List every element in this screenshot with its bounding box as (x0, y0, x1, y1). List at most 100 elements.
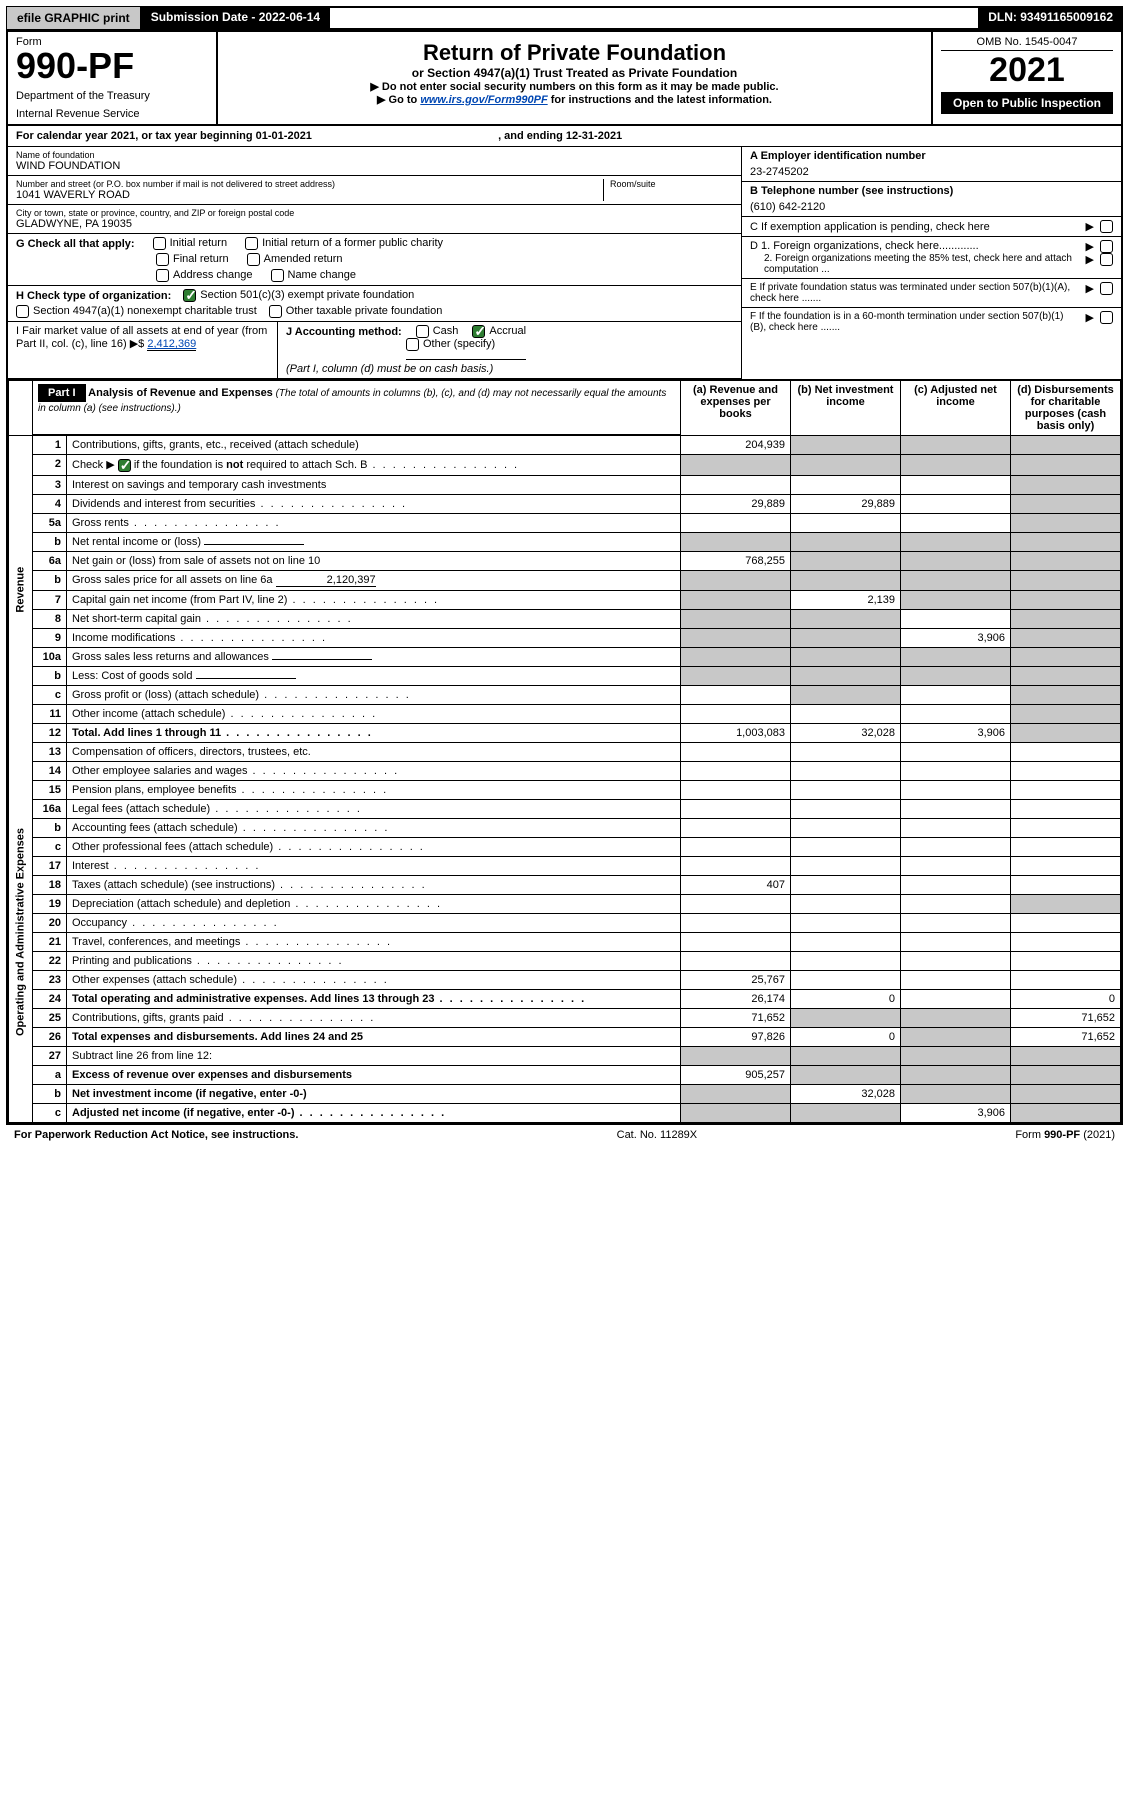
cell-d (1011, 761, 1121, 780)
f-checkbox[interactable] (1100, 311, 1113, 324)
d2-checkbox[interactable] (1100, 253, 1113, 266)
cash-checkbox[interactable] (416, 325, 429, 338)
c-checkbox[interactable] (1100, 220, 1113, 233)
line-description: Occupancy (67, 913, 681, 932)
cell-a (681, 685, 791, 704)
address-change-checkbox[interactable] (156, 269, 169, 282)
part1-table: Part I Analysis of Revenue and Expenses … (8, 379, 1121, 1123)
j-label: J Accounting method: (286, 326, 402, 338)
cell-d (1011, 628, 1121, 647)
line-description: Total expenses and disbursements. Add li… (67, 1027, 681, 1046)
line-number: 20 (33, 913, 67, 932)
initial-pc-checkbox[interactable] (245, 237, 258, 250)
cell-d (1011, 455, 1121, 476)
4947a1-label: Section 4947(a)(1) nonexempt charitable … (33, 305, 257, 317)
table-row: 23Other expenses (attach schedule)25,767 (9, 970, 1121, 989)
line-number: 3 (33, 475, 67, 494)
form-container: Form 990-PF Department of the Treasury I… (6, 30, 1123, 1125)
instructions-link[interactable]: www.irs.gov/Form990PF (420, 94, 547, 106)
line-number: 1 (33, 436, 67, 455)
cell-b (791, 875, 901, 894)
cell-d: 71,652 (1011, 1027, 1121, 1046)
other-method-checkbox[interactable] (406, 338, 419, 351)
cell-c (901, 894, 1011, 913)
cell-a (681, 951, 791, 970)
line-description: Other professional fees (attach schedule… (67, 837, 681, 856)
cell-d: 71,652 (1011, 1008, 1121, 1027)
line-number: 27 (33, 1046, 67, 1065)
name-change-checkbox[interactable] (271, 269, 284, 282)
line-number: 6a (33, 551, 67, 570)
address-label: Number and street (or P.O. box number if… (16, 179, 603, 189)
cell-a (681, 609, 791, 628)
cell-c (901, 590, 1011, 609)
501c3-checkbox[interactable] (183, 289, 196, 302)
cell-b (791, 1103, 901, 1122)
line-number: 4 (33, 494, 67, 513)
address-change-label: Address change (173, 269, 253, 281)
cell-a (681, 761, 791, 780)
line-description: Interest on savings and temporary cash i… (67, 475, 681, 494)
efile-print-button[interactable]: efile GRAPHIC print (6, 6, 141, 30)
cell-c (901, 1084, 1011, 1103)
h-label: H Check type of organization: (16, 290, 171, 302)
cell-a: 204,939 (681, 436, 791, 455)
line-description: Total operating and administrative expen… (67, 989, 681, 1008)
cell-c: 3,906 (901, 723, 1011, 742)
cell-b (791, 970, 901, 989)
table-row: 21Travel, conferences, and meetings (9, 932, 1121, 951)
cell-c (901, 513, 1011, 532)
cell-b: 0 (791, 989, 901, 1008)
table-row: 6aNet gain or (loss) from sale of assets… (9, 551, 1121, 570)
cell-d (1011, 951, 1121, 970)
table-row: 11Other income (attach schedule) (9, 704, 1121, 723)
calendar-year-line: For calendar year 2021, or tax year begi… (8, 124, 1121, 147)
cell-a: 1,003,083 (681, 723, 791, 742)
cell-b (791, 570, 901, 590)
cell-c (901, 570, 1011, 590)
col-c-header: (c) Adjusted net income (901, 380, 1011, 436)
other-taxable-checkbox[interactable] (269, 305, 282, 318)
line-description: Net gain or (loss) from sale of assets n… (67, 551, 681, 570)
initial-return-checkbox[interactable] (153, 237, 166, 250)
open-public-badge: Open to Public Inspection (941, 92, 1113, 114)
h-check-row: H Check type of organization: Section 50… (8, 286, 741, 322)
cell-a: 905,257 (681, 1065, 791, 1084)
line-number: 14 (33, 761, 67, 780)
cell-a (681, 1084, 791, 1103)
line-number: c (33, 837, 67, 856)
final-return-checkbox[interactable] (156, 253, 169, 266)
cell-a: 407 (681, 875, 791, 894)
submission-date: Submission Date - 2022-06-14 (141, 6, 330, 30)
table-row: cGross profit or (loss) (attach schedule… (9, 685, 1121, 704)
table-row: 10aGross sales less returns and allowanc… (9, 647, 1121, 666)
line-number: 21 (33, 932, 67, 951)
cell-b: 2,139 (791, 590, 901, 609)
phone-label: B Telephone number (see instructions) (750, 185, 953, 197)
cell-b (791, 704, 901, 723)
cell-d (1011, 1065, 1121, 1084)
cell-b (791, 1065, 901, 1084)
cell-c (901, 989, 1011, 1008)
cell-a: 97,826 (681, 1027, 791, 1046)
g-check-row: G Check all that apply: Initial return I… (8, 234, 741, 286)
cell-d (1011, 1103, 1121, 1122)
table-row: 5aGross rents (9, 513, 1121, 532)
fmv-link[interactable]: 2,412,369 (147, 338, 196, 351)
d-cell: D 1. Foreign organizations, check here..… (742, 237, 1121, 279)
table-row: 25Contributions, gifts, grants paid71,65… (9, 1008, 1121, 1027)
line-description: Gross sales less returns and allowances (67, 647, 681, 666)
topbar-spacer (330, 6, 978, 30)
address-cell: Number and street (or P.O. box number if… (8, 176, 741, 205)
tax-year: 2021 (941, 51, 1113, 90)
amended-return-checkbox[interactable] (247, 253, 260, 266)
cell-c (901, 818, 1011, 837)
4947a1-checkbox[interactable] (16, 305, 29, 318)
line-description: Gross sales price for all assets on line… (67, 570, 681, 590)
d1-checkbox[interactable] (1100, 240, 1113, 253)
line-number: c (33, 685, 67, 704)
e-checkbox[interactable] (1100, 282, 1113, 295)
table-row: bAccounting fees (attach schedule) (9, 818, 1121, 837)
cell-b (791, 436, 901, 455)
accrual-checkbox[interactable] (472, 325, 485, 338)
